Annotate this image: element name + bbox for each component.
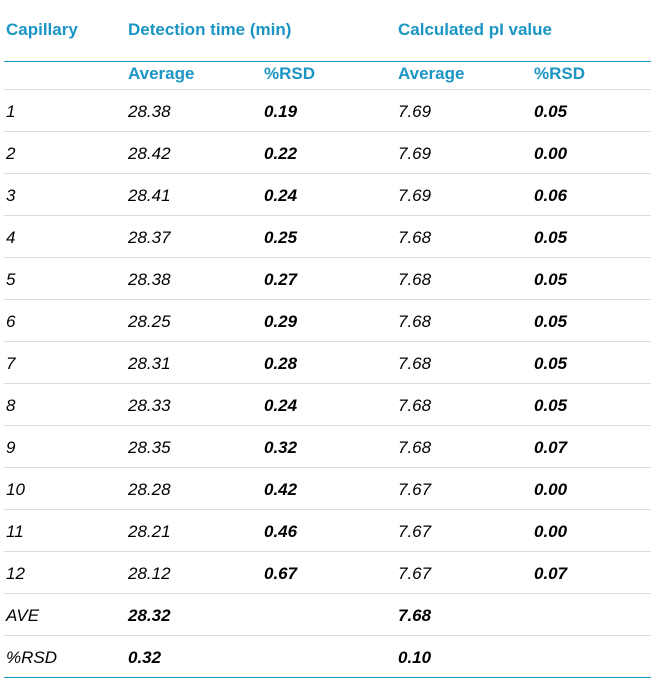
capillary-data-table: Capillary Detection time (min) Calculate…: [4, 0, 651, 678]
pi-rsd-cell: 0.00: [534, 522, 568, 541]
detection-rsd-cell: 0.46: [264, 522, 298, 541]
pi-rsd-cell: 0.05: [534, 312, 568, 331]
table-row-rsd: %RSD 0.32 0.10: [4, 636, 651, 678]
average-label: AVE: [6, 606, 40, 625]
detection-average-cell: 28.35: [128, 438, 171, 457]
average-pi-value: 7.68: [398, 606, 432, 625]
detection-average-cell: 28.12: [128, 564, 171, 583]
table-row: 1 28.38 0.19 7.69 0.05: [4, 90, 651, 132]
capillary-number-cell: 10: [6, 480, 25, 499]
detection-average-cell: 28.41: [128, 186, 171, 205]
capillary-number-cell: 7: [6, 354, 16, 373]
pi-rsd-cell: 0.00: [534, 144, 568, 163]
table-subheader-row: Average %RSD Average %RSD: [4, 62, 651, 90]
detection-rsd-cell: 0.22: [264, 144, 298, 163]
table-row: 7 28.31 0.28 7.68 0.05: [4, 342, 651, 384]
pi-rsd-cell: 0.00: [534, 480, 568, 499]
capillary-number-cell: 11: [6, 522, 24, 541]
table-row: 8 28.33 0.24 7.68 0.05: [4, 384, 651, 426]
pi-average-cell: 7.68: [398, 228, 432, 247]
rsd-pi-value: 0.10: [398, 648, 432, 667]
pi-rsd-header: %RSD: [534, 64, 586, 83]
capillary-number-cell: 5: [6, 270, 16, 289]
pi-rsd-cell: 0.07: [534, 564, 568, 583]
rsd-detection-value: 0.32: [128, 648, 162, 667]
pi-rsd-cell: 0.05: [534, 396, 568, 415]
capillary-number-cell: 6: [6, 312, 16, 331]
table-row: 9 28.35 0.32 7.68 0.07: [4, 426, 651, 468]
detection-average-cell: 28.42: [128, 144, 171, 163]
table-row-average: AVE 28.32 7.68: [4, 594, 651, 636]
table-row: 4 28.37 0.25 7.68 0.05: [4, 216, 651, 258]
pi-average-cell: 7.68: [398, 354, 432, 373]
table-body: 1 28.38 0.19 7.69 0.05 2 28.42 0.22 7.69 0.00 3 28.…: [4, 90, 651, 594]
detection-average-cell: 28.21: [128, 522, 171, 541]
table-row: 11 28.21 0.46 7.67 0.00: [4, 510, 651, 552]
average-detection-value: 28.32: [128, 606, 171, 625]
detection-rsd-cell: 0.24: [264, 186, 298, 205]
pi-average-cell: 7.67: [398, 564, 432, 583]
detection-rsd-cell: 0.28: [264, 354, 298, 373]
table-row: 3 28.41 0.24 7.69 0.06: [4, 174, 651, 216]
capillary-number-cell: 2: [6, 144, 16, 163]
capillary-number-cell: 1: [6, 102, 16, 121]
detection-rsd-cell: 0.27: [264, 270, 298, 289]
detection-average-cell: 28.25: [128, 312, 171, 331]
pi-average-header: Average: [398, 64, 465, 83]
pi-average-cell: 7.68: [398, 312, 432, 331]
pi-average-cell: 7.69: [398, 102, 432, 121]
capillary-number-cell: 3: [6, 186, 16, 205]
pi-rsd-cell: 0.05: [534, 228, 568, 247]
detection-average-cell: 28.38: [128, 102, 171, 121]
detection-rsd-cell: 0.42: [264, 480, 298, 499]
capillary-number-cell: 9: [6, 438, 16, 457]
pi-rsd-cell: 0.05: [534, 270, 568, 289]
capillary-column-header: Capillary: [6, 20, 78, 39]
detection-rsd-header: %RSD: [264, 64, 316, 83]
detection-rsd-cell: 0.24: [264, 396, 298, 415]
pi-average-cell: 7.67: [398, 480, 432, 499]
pi-average-cell: 7.68: [398, 270, 432, 289]
pi-average-cell: 7.69: [398, 144, 432, 163]
pi-average-cell: 7.67: [398, 522, 432, 541]
pi-rsd-cell: 0.05: [534, 354, 568, 373]
detection-rsd-cell: 0.32: [264, 438, 298, 457]
pi-rsd-cell: 0.06: [534, 186, 568, 205]
table-row: 12 28.12 0.67 7.67 0.07: [4, 552, 651, 594]
table-header-row: Capillary Detection time (min) Calculate…: [4, 0, 651, 62]
table-row: 5 28.38 0.27 7.68 0.05: [4, 258, 651, 300]
pi-rsd-cell: 0.05: [534, 102, 568, 121]
capillary-number-cell: 4: [6, 228, 16, 247]
pi-average-cell: 7.68: [398, 396, 432, 415]
table-row: 2 28.42 0.22 7.69 0.00: [4, 132, 651, 174]
detection-average-cell: 28.38: [128, 270, 171, 289]
detection-average-cell: 28.31: [128, 354, 171, 373]
detection-rsd-cell: 0.29: [264, 312, 298, 331]
capillary-number-cell: 12: [6, 564, 25, 583]
table-row: 10 28.28 0.42 7.67 0.00: [4, 468, 651, 510]
table-row: 6 28.25 0.29 7.68 0.05: [4, 300, 651, 342]
calculated-pi-group-header: Calculated pI value: [398, 20, 552, 39]
detection-average-cell: 28.33: [128, 396, 171, 415]
detection-time-group-header: Detection time (min): [128, 20, 292, 39]
pi-average-cell: 7.68: [398, 438, 432, 457]
detection-rsd-cell: 0.25: [264, 228, 298, 247]
detection-average-cell: 28.28: [128, 480, 171, 499]
pi-rsd-cell: 0.07: [534, 438, 568, 457]
pi-average-cell: 7.69: [398, 186, 432, 205]
detection-average-header: Average: [128, 64, 195, 83]
detection-average-cell: 28.37: [128, 228, 171, 247]
capillary-number-cell: 8: [6, 396, 16, 415]
detection-rsd-cell: 0.67: [264, 564, 298, 583]
rsd-label: %RSD: [6, 648, 58, 667]
detection-rsd-cell: 0.19: [264, 102, 298, 121]
